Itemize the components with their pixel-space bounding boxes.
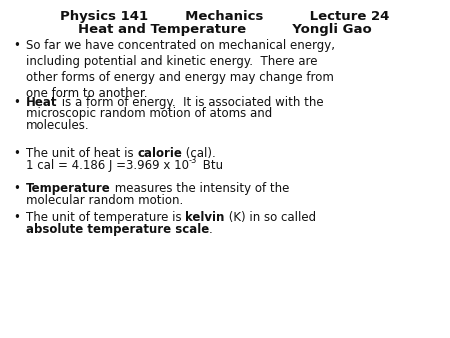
Text: The unit of heat is: The unit of heat is: [26, 147, 137, 160]
Text: (K) in so called: (K) in so called: [225, 211, 316, 224]
Text: Temperature: Temperature: [26, 182, 111, 195]
Text: absolute temperature scale: absolute temperature scale: [26, 223, 209, 236]
Text: microscopic random motion of atoms and: microscopic random motion of atoms and: [26, 107, 272, 121]
Text: measures the intensity of the: measures the intensity of the: [111, 182, 289, 195]
Text: -3: -3: [189, 156, 198, 165]
Text: molecules.: molecules.: [26, 119, 90, 132]
Text: •: •: [13, 147, 20, 160]
Text: •: •: [13, 211, 20, 224]
Text: The unit of temperature is: The unit of temperature is: [26, 211, 185, 224]
Text: Heat and Temperature          Yongli Gao: Heat and Temperature Yongli Gao: [78, 23, 372, 36]
Text: Physics 141        Mechanics          Lecture 24: Physics 141 Mechanics Lecture 24: [60, 10, 390, 23]
Text: .: .: [209, 223, 213, 236]
Text: kelvin: kelvin: [185, 211, 225, 224]
Text: (cal).: (cal).: [182, 147, 216, 160]
Text: molecular random motion.: molecular random motion.: [26, 193, 183, 207]
Text: Heat: Heat: [26, 96, 58, 109]
Text: •: •: [13, 182, 20, 195]
Text: 1 cal = 4.186 J =3.969 x 10: 1 cal = 4.186 J =3.969 x 10: [26, 159, 189, 172]
Text: calorie: calorie: [137, 147, 182, 160]
Text: Btu: Btu: [199, 159, 223, 172]
Text: •: •: [13, 39, 20, 52]
Text: 1 cal = 4.186 J =3.969 x 10: 1 cal = 4.186 J =3.969 x 10: [26, 159, 189, 172]
Text: •: •: [13, 96, 20, 109]
Text: is a form of energy.  It is associated with the: is a form of energy. It is associated wi…: [58, 96, 323, 109]
Text: So far we have concentrated on mechanical energy,
including potential and kineti: So far we have concentrated on mechanica…: [26, 39, 335, 100]
